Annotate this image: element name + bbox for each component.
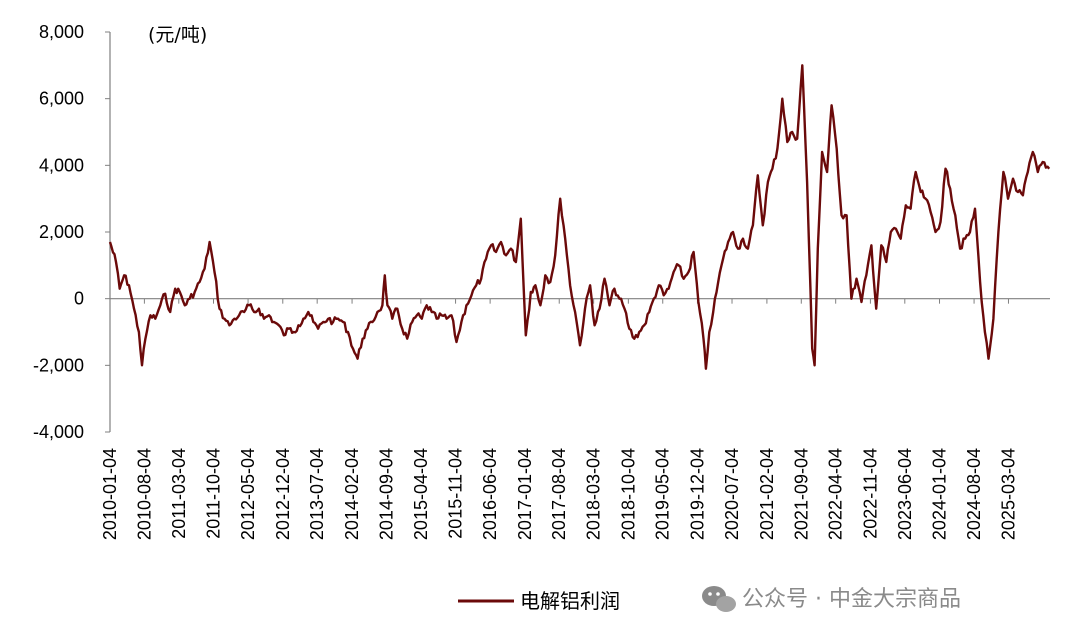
- y-tick-label: 2,000: [39, 222, 84, 242]
- x-tick-label: 2017-08-04: [549, 448, 569, 540]
- x-tick-label: 2018-03-04: [584, 448, 604, 540]
- x-tick-label: 2025-03-04: [998, 448, 1018, 540]
- x-tick-label: 2012-12-04: [273, 448, 293, 540]
- y-axis: 8,000 6,000 4,000 2,000 0 -2,000 -4,000: [33, 22, 111, 442]
- series-line: [108, 64, 1051, 370]
- x-tick-label: 2021-09-04: [791, 448, 811, 540]
- x-tick-label: 2019-05-04: [653, 448, 673, 540]
- x-tick-label: 2021-02-04: [757, 448, 777, 540]
- y-unit-label: (元/吨): [148, 24, 207, 46]
- wechat-icon: [702, 586, 736, 612]
- x-tick-label: 2024-08-04: [964, 448, 984, 540]
- x-tick-label: 2013-07-04: [307, 448, 327, 540]
- watermark: 公众号 · 中金大宗商品: [702, 586, 961, 612]
- x-tick-label: 2015-11-04: [446, 448, 466, 539]
- x-tick-label: 2018-10-04: [618, 448, 638, 540]
- series-layer: [108, 64, 1051, 370]
- x-tick-label: 2022-04-04: [826, 448, 846, 540]
- x-tick-label: 2023-06-04: [895, 448, 915, 540]
- x-tick-label: 2020-07-04: [722, 448, 742, 540]
- legend-label: 电解铝利润: [520, 589, 620, 613]
- x-tick-label: 2019-12-04: [687, 448, 707, 540]
- x-tick-label: 2011-03-04: [169, 448, 189, 539]
- x-tick-label: 2014-02-04: [342, 448, 362, 540]
- x-tick-label: 2024-01-04: [930, 448, 950, 540]
- y-tick-label: 0: [74, 289, 84, 309]
- x-tick-label: 2012-05-04: [238, 448, 258, 540]
- legend: 电解铝利润: [458, 589, 620, 613]
- y-tick-label: -2,000: [33, 355, 84, 375]
- x-tick-label: 2014-09-04: [376, 448, 396, 540]
- x-tick-label: 2017-01-04: [515, 448, 535, 540]
- x-tick-label: 2022-11-04: [860, 448, 880, 539]
- watermark-text: 公众号 · 中金大宗商品: [742, 587, 961, 612]
- x-tick-label: 2010-01-04: [100, 448, 120, 540]
- y-tick-label: 4,000: [39, 155, 84, 175]
- y-tick-label: 6,000: [39, 89, 84, 109]
- x-axis: 2010-01-04 2010-08-04 2011-03-04 2011-10-04…: [100, 298, 1050, 540]
- x-tick-label: 2010-08-04: [134, 448, 154, 540]
- y-tick-label: -4,000: [33, 422, 84, 442]
- x-tick-label: 2015-04-04: [411, 448, 431, 540]
- x-tick-label: 2011-10-04: [204, 448, 224, 539]
- y-tick-label: 8,000: [39, 22, 84, 42]
- x-tick-label: 2016-06-04: [480, 448, 500, 540]
